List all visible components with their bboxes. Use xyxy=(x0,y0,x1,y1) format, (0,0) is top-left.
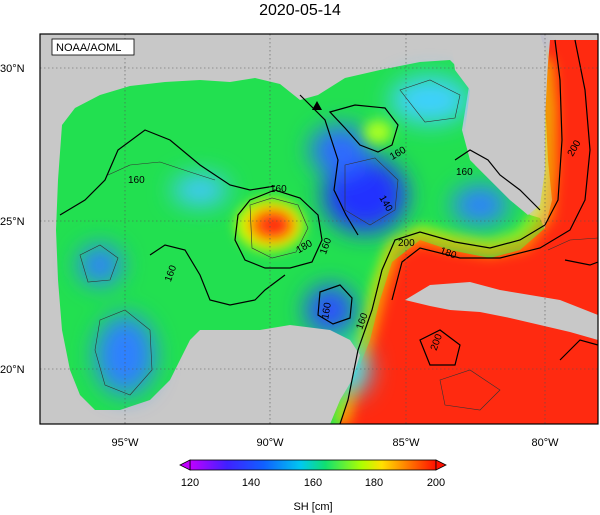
colorbar-tick: 160 xyxy=(304,477,322,489)
colorbar-tick: 200 xyxy=(427,477,445,489)
warm-water-orange-fringe xyxy=(340,59,557,424)
triangle-marker xyxy=(312,101,322,110)
watermark: NOAA/AOML xyxy=(56,42,121,54)
lat-label: 20°N xyxy=(0,364,25,376)
colorbar-gradient xyxy=(189,459,437,471)
warm-water xyxy=(340,40,598,424)
colorbar: 120 140 160 180 200 SH [cm] xyxy=(179,459,447,513)
warm-eddy-core xyxy=(260,214,288,236)
lon-label: 90°W xyxy=(256,437,284,449)
cold-eddy-west xyxy=(78,245,122,285)
cyan-area-west xyxy=(172,174,228,206)
cold-eddy-north xyxy=(310,125,370,175)
lon-label: 85°W xyxy=(392,437,420,449)
cuba-land xyxy=(405,282,598,340)
watermark-box xyxy=(51,38,135,56)
map-title: 2020-05-14 xyxy=(259,2,341,19)
colorbar-left-arrow xyxy=(179,459,191,471)
lon-label: 95°W xyxy=(111,437,139,449)
contour-label: 160 xyxy=(270,184,287,195)
cold-eddy-south xyxy=(305,285,355,335)
colorbar-tick: 180 xyxy=(365,477,383,489)
lat-label: 30°N xyxy=(0,63,25,75)
cyan-area-north xyxy=(390,76,470,124)
plot-frame xyxy=(39,33,599,425)
contour-label: 160 xyxy=(128,175,145,186)
lat-labels: 30°N 25°N 20°N xyxy=(0,63,25,376)
colorbar-tick: 120 xyxy=(181,477,199,489)
contour-label: 160 xyxy=(320,301,334,320)
lon-label: 80°W xyxy=(531,437,559,449)
contour-label: 160 xyxy=(456,167,473,178)
grid-lines xyxy=(40,34,598,424)
yucatan-land xyxy=(170,325,360,424)
cold-eddy-central xyxy=(323,157,407,233)
colorbar-tick: 140 xyxy=(242,477,260,489)
minor-contour-lines xyxy=(79,79,598,411)
cold-area-florida xyxy=(452,185,508,225)
lon-labels: 95°W 90°W 85°W 80°W xyxy=(111,437,559,449)
lat-label: 25°N xyxy=(0,216,25,228)
colorbar-label: SH [cm] xyxy=(293,501,332,513)
warm-spot-north xyxy=(364,120,392,144)
florida-land xyxy=(450,34,548,215)
contour-label-group: 160 160 160 160 180 160 140 200 180 160 … xyxy=(128,138,584,352)
contour-label: 200 xyxy=(398,238,415,249)
colorbar-right-arrow xyxy=(435,459,447,471)
contour-lines xyxy=(59,39,598,424)
